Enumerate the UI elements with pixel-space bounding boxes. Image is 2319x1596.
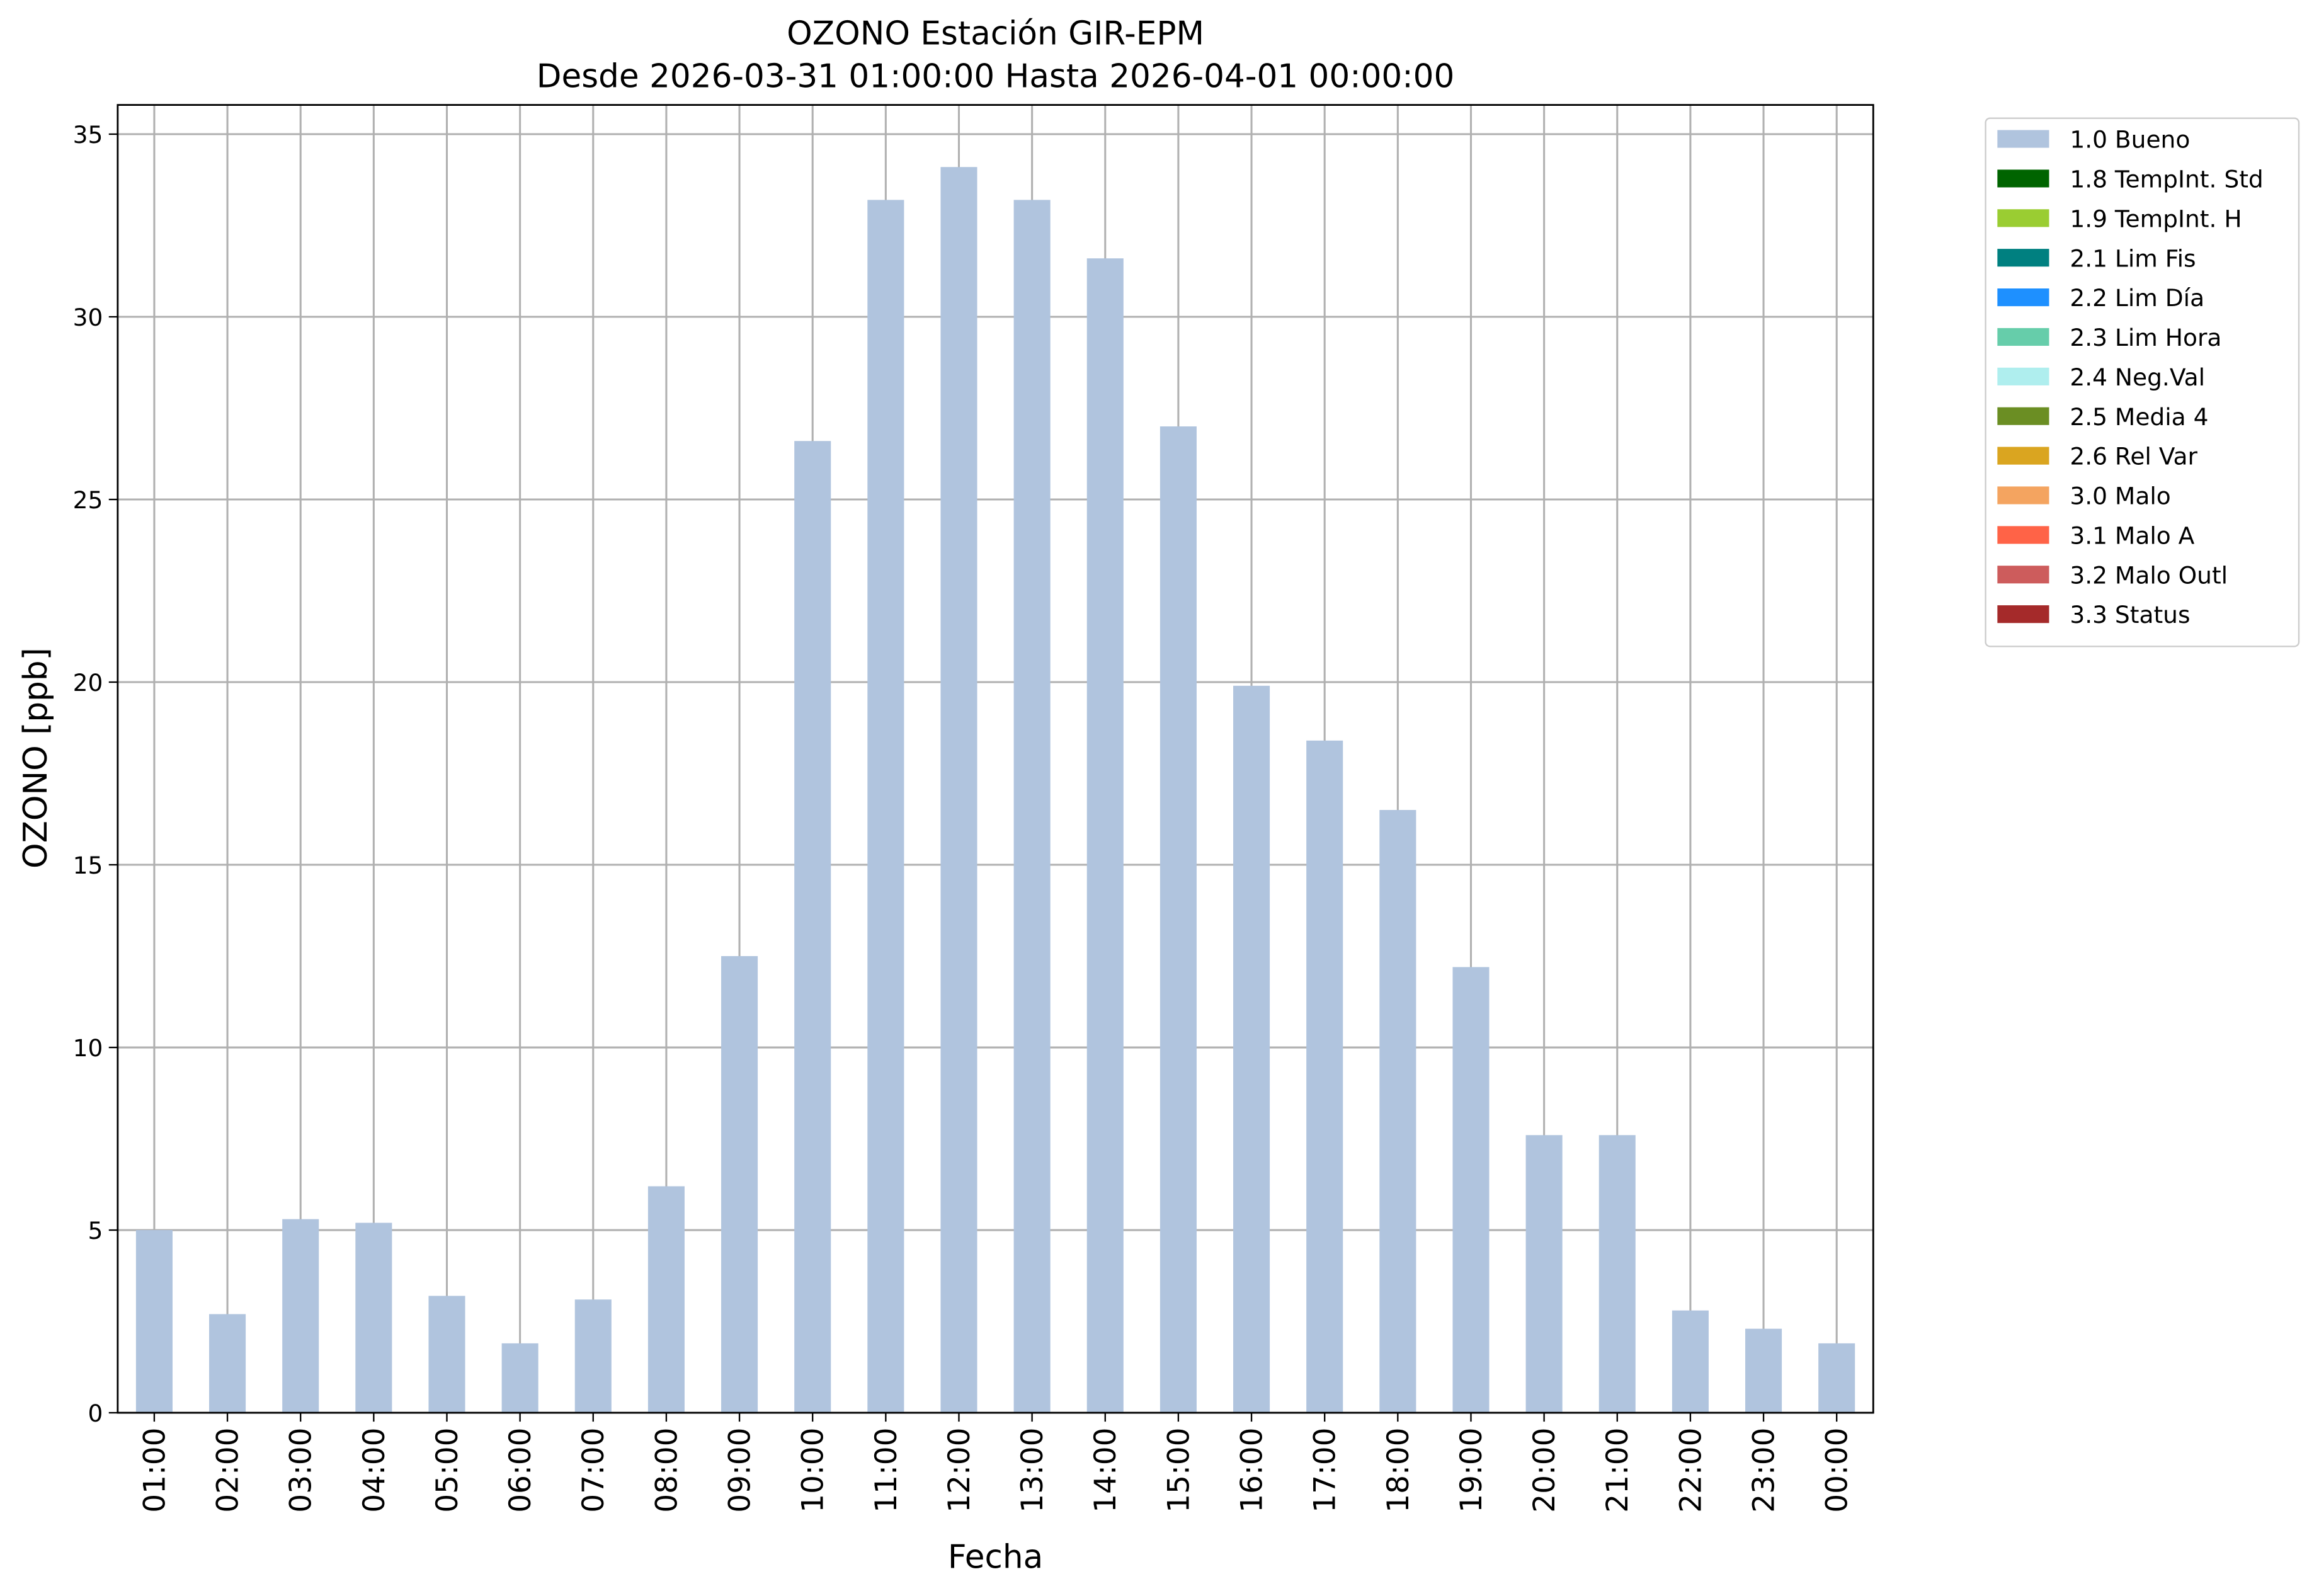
bar [1818, 1343, 1855, 1413]
x-tick-label: 10:00 [796, 1428, 831, 1513]
x-tick-label: 04:00 [357, 1428, 392, 1513]
legend-label: 3.0 Malo [2070, 482, 2170, 510]
legend-swatch [1997, 526, 2049, 544]
x-tick-label: 03:00 [284, 1428, 319, 1513]
legend-label: 1.0 Bueno [2070, 126, 2190, 154]
x-tick-label: 05:00 [430, 1428, 465, 1513]
x-tick-label: 23:00 [1746, 1428, 1781, 1513]
legend-label: 2.5 Media 4 [2070, 403, 2208, 431]
x-tick-label: 13:00 [1015, 1428, 1050, 1513]
bar [721, 956, 758, 1413]
legend-label: 2.4 Neg.Val [2070, 363, 2205, 391]
x-tick-label: 16:00 [1234, 1428, 1269, 1513]
legend-label: 3.1 Malo A [2070, 522, 2194, 549]
bar [1233, 685, 1270, 1413]
bar [501, 1343, 538, 1413]
bar [428, 1296, 465, 1413]
legend-swatch [1997, 605, 2049, 624]
legend-label: 2.1 Lim Fis [2070, 244, 2196, 272]
legend-swatch [1997, 288, 2049, 307]
plot-frame [117, 104, 1874, 1414]
x-axis-label: Fecha [948, 1538, 1043, 1576]
y-axis-label: OZONO [ppb] [17, 647, 55, 869]
x-tick-label: 14:00 [1088, 1428, 1123, 1513]
bar [1160, 426, 1197, 1413]
x-tick-label: 07:00 [576, 1428, 611, 1513]
legend-label: 1.9 TempInt. H [2070, 205, 2242, 232]
legend-label: 1.8 TempInt. Std [2070, 166, 2263, 193]
y-tick-label: 35 [73, 121, 103, 149]
bar [1598, 1135, 1636, 1413]
bar [647, 1186, 685, 1413]
x-tick-label: 08:00 [649, 1428, 684, 1513]
chart-subtitle: Desde 2026-03-31 01:00:00 Hasta 2026-04-… [537, 57, 1455, 95]
y-tick-label: 15 [73, 852, 103, 879]
bar [135, 1230, 173, 1413]
legend-swatch [1997, 209, 2049, 227]
bar [1306, 740, 1343, 1413]
x-tick-label: 19:00 [1454, 1428, 1489, 1513]
bar [794, 441, 831, 1413]
legend-label: 2.6 Rel Var [2070, 443, 2197, 470]
x-tick-label: 12:00 [942, 1428, 977, 1513]
y-tick-label: 30 [73, 304, 103, 331]
y-tick-label: 10 [73, 1034, 103, 1062]
x-tick-label: 18:00 [1381, 1428, 1416, 1513]
x-tick-label: 22:00 [1673, 1428, 1708, 1513]
legend-swatch [1997, 169, 2049, 188]
bar [574, 1299, 612, 1413]
x-tick-label: 00:00 [1820, 1428, 1855, 1513]
bar [1452, 967, 1490, 1413]
x-tick-label: 06:00 [503, 1428, 538, 1513]
y-tick-label: 20 [73, 669, 103, 697]
chart-title: OZONO Estación GIR-EPM [787, 14, 1204, 52]
bar [1672, 1310, 1709, 1413]
bars [135, 167, 1855, 1413]
bar [940, 167, 977, 1413]
bar [355, 1223, 392, 1413]
x-tick-label: 17:00 [1308, 1428, 1343, 1513]
legend-swatch [1997, 130, 2049, 148]
x-tick-label: 09:00 [722, 1428, 757, 1513]
x-tick-label: 15:00 [1161, 1428, 1196, 1513]
x-tick-label: 01:00 [137, 1428, 172, 1513]
bar [1013, 200, 1051, 1413]
x-tick-label: 20:00 [1527, 1428, 1562, 1513]
y-tick-label: 25 [73, 486, 103, 514]
legend-label: 2.2 Lim Día [2070, 284, 2204, 312]
legend-swatch [1997, 328, 2049, 346]
bar [1745, 1328, 1782, 1413]
bar [209, 1314, 246, 1413]
y-tick-label: 0 [88, 1399, 103, 1427]
legend: 1.0 Bueno 1.8 TempInt. Std 1.9 TempInt. H 2… [1985, 117, 2300, 647]
bar [867, 200, 904, 1413]
axes: 0 5 10 15 20 25 30 35 01:00 02:00 03:00 04:00 05:00 0… [73, 104, 1874, 1513]
legend-label: 3.3 Status [2070, 601, 2190, 629]
legend-swatch [1997, 486, 2049, 504]
bar [1525, 1135, 1563, 1413]
x-tick-label: 11:00 [869, 1428, 904, 1513]
legend-swatch [1997, 566, 2049, 584]
y-tick-label: 5 [88, 1217, 103, 1245]
legend-swatch [1997, 447, 2049, 465]
x-tick-label: 21:00 [1600, 1428, 1635, 1513]
legend-swatch [1997, 249, 2049, 267]
bar [1379, 810, 1416, 1413]
x-tick-label: 02:00 [210, 1428, 245, 1513]
legend-swatch [1997, 407, 2049, 425]
legend-swatch [1997, 367, 2049, 385]
bar [282, 1219, 319, 1413]
bar [1086, 258, 1124, 1413]
legend-box [1985, 117, 2300, 647]
legend-label: 2.3 Lim Hora [2070, 324, 2221, 351]
legend-label: 3.2 Malo Outl [2070, 561, 2228, 589]
